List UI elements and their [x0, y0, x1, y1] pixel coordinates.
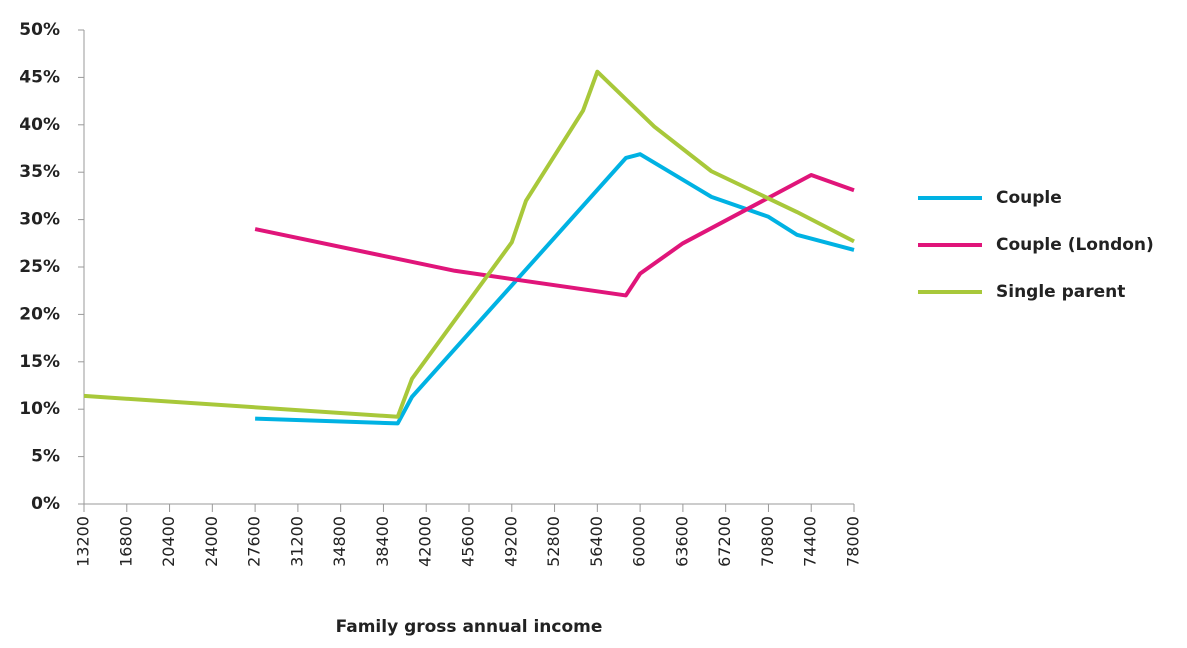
x-tick-label: 31200: [287, 516, 306, 567]
x-tick-label: 63600: [672, 516, 691, 567]
x-tick-label: 70800: [758, 516, 777, 567]
y-tick-label: 45%: [19, 67, 60, 87]
line: [254, 173, 855, 298]
x-tick-label: 78000: [844, 516, 863, 567]
x-tick-label: 60000: [630, 516, 649, 567]
x-tick-label: 42000: [416, 516, 435, 567]
y-tick-label: 20%: [19, 304, 60, 324]
x-tick-label: 52800: [544, 516, 563, 567]
legend-label: Couple (London): [996, 235, 1154, 255]
y-tick-label: 15%: [19, 352, 60, 372]
x-tick-label: 67200: [715, 516, 734, 567]
line: [83, 69, 855, 419]
y-tick-label: 40%: [19, 115, 60, 135]
y-tick-label: 50%: [19, 20, 60, 40]
y-tick-label: 30%: [19, 210, 60, 230]
x-tick-label: 27600: [245, 516, 264, 567]
x-tick-label: 49200: [501, 516, 520, 567]
y-tick-label: 5%: [31, 447, 60, 467]
x-tick-label: 20400: [159, 516, 178, 567]
x-axis-label: Family gross annual income: [336, 617, 603, 637]
x-tick-label: 34800: [330, 516, 349, 567]
y-tick-label: 10%: [19, 399, 60, 419]
y-tick-label: 25%: [19, 257, 60, 277]
y-tick-label: 0%: [31, 494, 60, 514]
x-tick-label: 74400: [801, 516, 820, 567]
x-tick-label: 56400: [587, 516, 606, 567]
x-tick-label: 45600: [459, 516, 478, 567]
x-tick-label: 24000: [202, 516, 221, 567]
y-tick-label: 35%: [19, 162, 60, 182]
legend-label: Single parent: [996, 282, 1125, 302]
line: [255, 152, 855, 426]
legend-label: Couple: [996, 188, 1062, 208]
x-tick-label: 16800: [116, 516, 135, 567]
x-tick-label: 13200: [74, 516, 93, 567]
x-tick-label: 38400: [373, 516, 392, 567]
